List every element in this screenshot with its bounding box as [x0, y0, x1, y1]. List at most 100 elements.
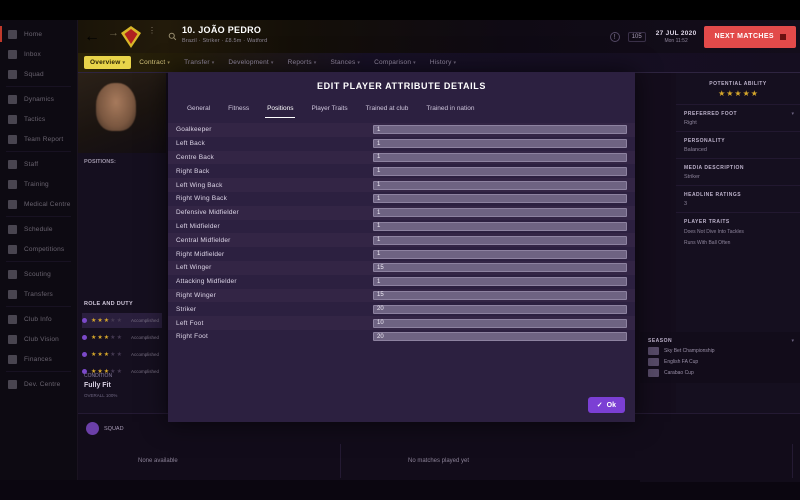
attribute-row: Right Foot 20: [168, 329, 635, 344]
dialog-tab-positions[interactable]: Positions: [258, 101, 302, 118]
attribute-label: Right Midfielder: [176, 250, 225, 258]
inbox-count-badge[interactable]: 105: [627, 31, 646, 42]
role-row[interactable]: ★ ★ ★ ★ ★ Accomplished: [82, 364, 162, 379]
tab-transfer[interactable]: Transfer ▾: [178, 56, 220, 69]
squad-icon: [8, 69, 17, 79]
sidebar-item-label: Competitions: [24, 245, 65, 253]
attribute-input[interactable]: 1: [373, 139, 627, 149]
star-icon: ★: [116, 351, 122, 358]
dialog-tab-player-traits[interactable]: Player Traits: [311, 105, 348, 112]
competition-row[interactable]: English FA Cup: [648, 358, 792, 366]
sidebar-item-medical-centre[interactable]: Medical Centre: [0, 194, 77, 214]
attribute-label: Left Back: [176, 140, 205, 148]
attribute-label: Left Wing Back: [176, 181, 223, 189]
attribute-input[interactable]: 1: [373, 194, 627, 204]
tab-history[interactable]: History ▾: [424, 56, 462, 69]
condition-sub: OVERALL 100%: [84, 393, 118, 398]
tab-comparison[interactable]: Comparison ▾: [368, 56, 422, 69]
attribute-input[interactable]: 1: [373, 152, 627, 162]
attribute-input[interactable]: 1: [373, 249, 627, 259]
tab-reports[interactable]: Reports ▾: [282, 56, 323, 69]
sidebar-item-tactics[interactable]: Tactics: [0, 109, 77, 129]
sidebar-item-label: Dev. Centre: [24, 380, 61, 388]
dialog-tab-general[interactable]: General: [187, 105, 211, 112]
arrow-left-icon[interactable]: ←: [84, 28, 100, 45]
attribute-input[interactable]: 1: [373, 125, 627, 135]
sidebar-item-club-vision[interactable]: Club Vision: [0, 329, 77, 349]
sidebar-item-squad[interactable]: Squad: [0, 64, 77, 84]
attribute-label: Right Winger: [176, 291, 216, 299]
season-caret-icon[interactable]: ▾: [791, 338, 794, 344]
sidebar-item-label: Inbox: [24, 50, 41, 58]
chevron-down-icon[interactable]: ▾: [791, 111, 794, 117]
info-section-header: MEDIA DESCRIPTION: [684, 165, 744, 171]
tab-development[interactable]: Development ▾: [222, 56, 279, 69]
attribute-input[interactable]: 10: [373, 318, 627, 328]
sidebar-item-staff[interactable]: Staff: [0, 154, 77, 174]
info-section-header: PERSONALITY: [684, 138, 726, 144]
dialog-tab-trained-in-nation[interactable]: Trained in nation: [426, 105, 475, 112]
tactics-icon: [8, 114, 17, 124]
chevron-down-icon: ▾: [413, 60, 416, 66]
sidebar-item-inbox[interactable]: Inbox: [0, 44, 77, 64]
sidebar-item-home[interactable]: Home: [0, 24, 77, 44]
dialog-tab-trained-at-club[interactable]: Trained at club: [365, 105, 409, 112]
attribute-label: Left Midfielder: [176, 222, 220, 230]
role-stars: ★ ★ ★ ★ ★: [91, 352, 122, 358]
attribute-input[interactable]: 1: [373, 235, 627, 245]
chevron-down-icon: ▾: [167, 60, 171, 66]
tab-label: Development: [228, 59, 269, 66]
continue-button[interactable]: NEXT MATCHES: [704, 25, 796, 48]
role-stars: ★ ★ ★ ★ ★: [91, 335, 122, 341]
tab-label: Stances: [330, 59, 356, 66]
competition-name: English FA Cup: [664, 359, 699, 365]
search-icon[interactable]: [168, 32, 177, 41]
tab-stances[interactable]: Stances ▾: [325, 56, 367, 69]
attribute-input[interactable]: 1: [373, 166, 627, 176]
attribute-row: Centre Back 1: [168, 150, 635, 165]
attribute-input[interactable]: 20: [373, 304, 627, 314]
role-row[interactable]: ★ ★ ★ ★ ★ Accomplished: [82, 313, 162, 328]
sidebar-item-dev-centre[interactable]: Dev. Centre: [0, 374, 77, 394]
star-icon: ★: [110, 317, 116, 324]
attribute-label: Right Wing Back: [176, 195, 228, 203]
attribute-row: Left Foot 10: [168, 316, 635, 330]
role-row[interactable]: ★ ★ ★ ★ ★ Accomplished: [82, 330, 162, 345]
competition-row[interactable]: Sky Bet Championship: [648, 347, 792, 355]
attribute-row: Right Back 1: [168, 164, 635, 179]
sidebar-item-training[interactable]: Training: [0, 174, 77, 194]
sidebar-item-club-info[interactable]: Club Info: [0, 309, 77, 329]
tab-overview[interactable]: Overview ▾: [84, 56, 132, 69]
title-bar: [0, 0, 800, 20]
attribute-input[interactable]: 1: [373, 208, 627, 218]
attribute-input[interactable]: 15: [373, 263, 627, 273]
tab-label: Reports: [287, 59, 312, 66]
dialog-tab-fitness[interactable]: Fitness: [228, 105, 250, 112]
attribute-input[interactable]: 15: [373, 290, 627, 300]
arrow-right-icon[interactable]: →: [108, 27, 119, 39]
attribute-input[interactable]: 1: [373, 180, 627, 190]
star-icon: ★: [110, 368, 116, 375]
star-icon: ★: [103, 334, 110, 341]
attribute-input[interactable]: 20: [373, 332, 627, 342]
attribute-value: 1: [377, 168, 381, 175]
role-row[interactable]: ★ ★ ★ ★ ★ Accomplished: [82, 347, 162, 362]
ok-button[interactable]: ✓ Ok: [587, 397, 625, 413]
star-icon: ★: [116, 368, 122, 375]
sidebar-item-dynamics[interactable]: Dynamics: [0, 89, 77, 109]
attribute-input[interactable]: 1: [373, 277, 627, 287]
sidebar-item-schedule[interactable]: Schedule: [0, 219, 77, 239]
chevron-down-icon: ▾: [357, 60, 361, 66]
attribute-value: 1: [377, 195, 381, 202]
bell-icon[interactable]: !: [609, 31, 620, 42]
sidebar-item-scouting[interactable]: Scouting: [0, 264, 77, 284]
attribute-input[interactable]: 1: [373, 221, 627, 231]
sidebar-item-transfers[interactable]: Transfers: [0, 284, 77, 304]
competition-row[interactable]: Carabao Cup: [648, 369, 792, 377]
sidebar-divider: [6, 306, 71, 307]
tab-contract[interactable]: Contract ▾: [133, 56, 176, 69]
sidebar-item-competitions[interactable]: Competitions: [0, 239, 77, 259]
sidebar-item-team-report[interactable]: Team Report: [0, 129, 77, 149]
sidebar-item-finances[interactable]: Finances: [0, 349, 77, 369]
star-icon: ★: [750, 89, 758, 98]
